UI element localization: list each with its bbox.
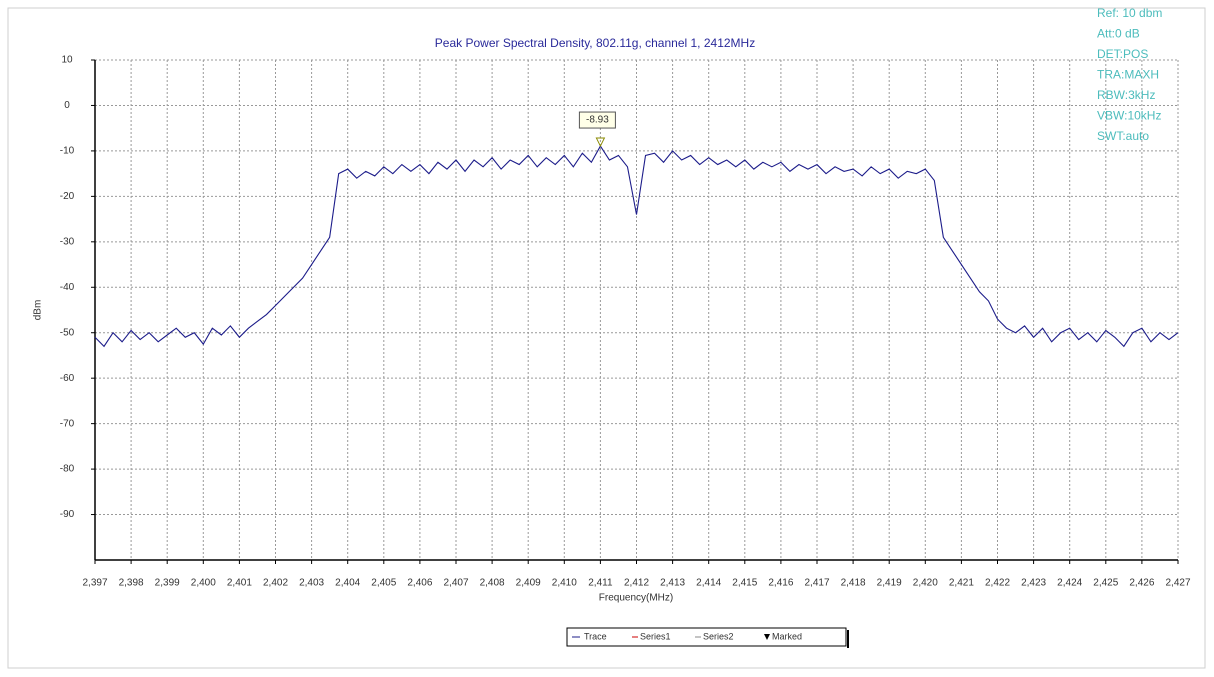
y-tick-label: 0 <box>64 100 70 111</box>
annotation: RBW:3kHz <box>1097 88 1155 102</box>
x-tick-label: 2,405 <box>371 578 396 589</box>
x-tick-label: 2,423 <box>1021 578 1046 589</box>
legend-swatch <box>764 634 770 640</box>
y-tick-label: -70 <box>60 418 75 429</box>
x-axis-label: Frequency(MHz) <box>599 593 673 604</box>
legend-label: Marked <box>772 631 802 641</box>
x-tick-label: 2,404 <box>335 578 360 589</box>
y-tick-label: -80 <box>60 464 75 475</box>
x-tick-label: 2,415 <box>732 578 757 589</box>
x-tick-label: 2,406 <box>407 578 432 589</box>
x-tick-label: 2,398 <box>119 578 144 589</box>
x-tick-label: 2,403 <box>299 578 324 589</box>
frame <box>7 7 1206 669</box>
x-tick-label: 2,409 <box>516 578 541 589</box>
chart-title: Peak Power Spectral Density, 802.11g, ch… <box>435 36 755 50</box>
y-tick-label: -90 <box>60 509 75 520</box>
y-tick-label: -30 <box>60 236 75 247</box>
marker-label: -8.93 <box>586 115 609 126</box>
marker-label-box <box>578 111 616 129</box>
x-tick-label: 2,412 <box>624 578 649 589</box>
x-tick-label: 2,417 <box>804 578 829 589</box>
y-tick-label: 10 <box>61 55 73 66</box>
x-tick-label: 2,420 <box>913 578 938 589</box>
x-tick-label: 2,413 <box>660 578 685 589</box>
x-tick-label: 2,402 <box>263 578 288 589</box>
annotation: SWT:auto <box>1097 129 1149 143</box>
x-tick-label: 2,397 <box>82 578 107 589</box>
x-tick-label: 2,421 <box>949 578 974 589</box>
marker-triangle <box>595 137 606 148</box>
x-tick-label: 2,400 <box>191 578 216 589</box>
x-tick-label: 2,411 <box>588 578 613 589</box>
x-tick-label: 2,399 <box>155 578 180 589</box>
trace-line <box>94 144 1179 348</box>
y-tick-label: -40 <box>60 282 75 293</box>
x-tick-label: 2,418 <box>841 578 866 589</box>
legend-label: Trace <box>584 631 607 641</box>
annotation: Ref: 10 dbm <box>1097 6 1162 20</box>
annotation: VBW:10kHz <box>1097 109 1161 123</box>
x-tick-label: 2,425 <box>1093 578 1118 589</box>
annotation: DET:POS <box>1097 47 1148 61</box>
annotation: TRA:MAXH <box>1097 68 1159 82</box>
y-tick-label: -60 <box>60 373 75 384</box>
y-tick-label: -50 <box>60 327 75 338</box>
y-tick-label: -10 <box>60 146 75 157</box>
y-tick-label: -20 <box>60 191 75 202</box>
x-tick-label: 2,424 <box>1057 578 1082 589</box>
x-tick-label: 2,407 <box>443 578 468 589</box>
x-tick-label: 2,416 <box>768 578 793 589</box>
x-tick-label: 2,408 <box>480 578 505 589</box>
y-axis-label: dBm <box>33 300 44 321</box>
legend-label: Series2 <box>703 631 734 641</box>
x-tick-label: 2,410 <box>552 578 577 589</box>
x-tick-label: 2,419 <box>877 578 902 589</box>
x-tick-label: 2,426 <box>1129 578 1154 589</box>
x-tick-label: 2,401 <box>227 578 252 589</box>
annotation: Att:0 dB <box>1097 27 1140 41</box>
x-tick-label: 2,414 <box>696 578 721 589</box>
legend-box <box>566 627 847 647</box>
x-tick-label: 2,427 <box>1165 578 1190 589</box>
x-tick-label: 2,422 <box>985 578 1010 589</box>
legend-label: Series1 <box>640 631 671 641</box>
